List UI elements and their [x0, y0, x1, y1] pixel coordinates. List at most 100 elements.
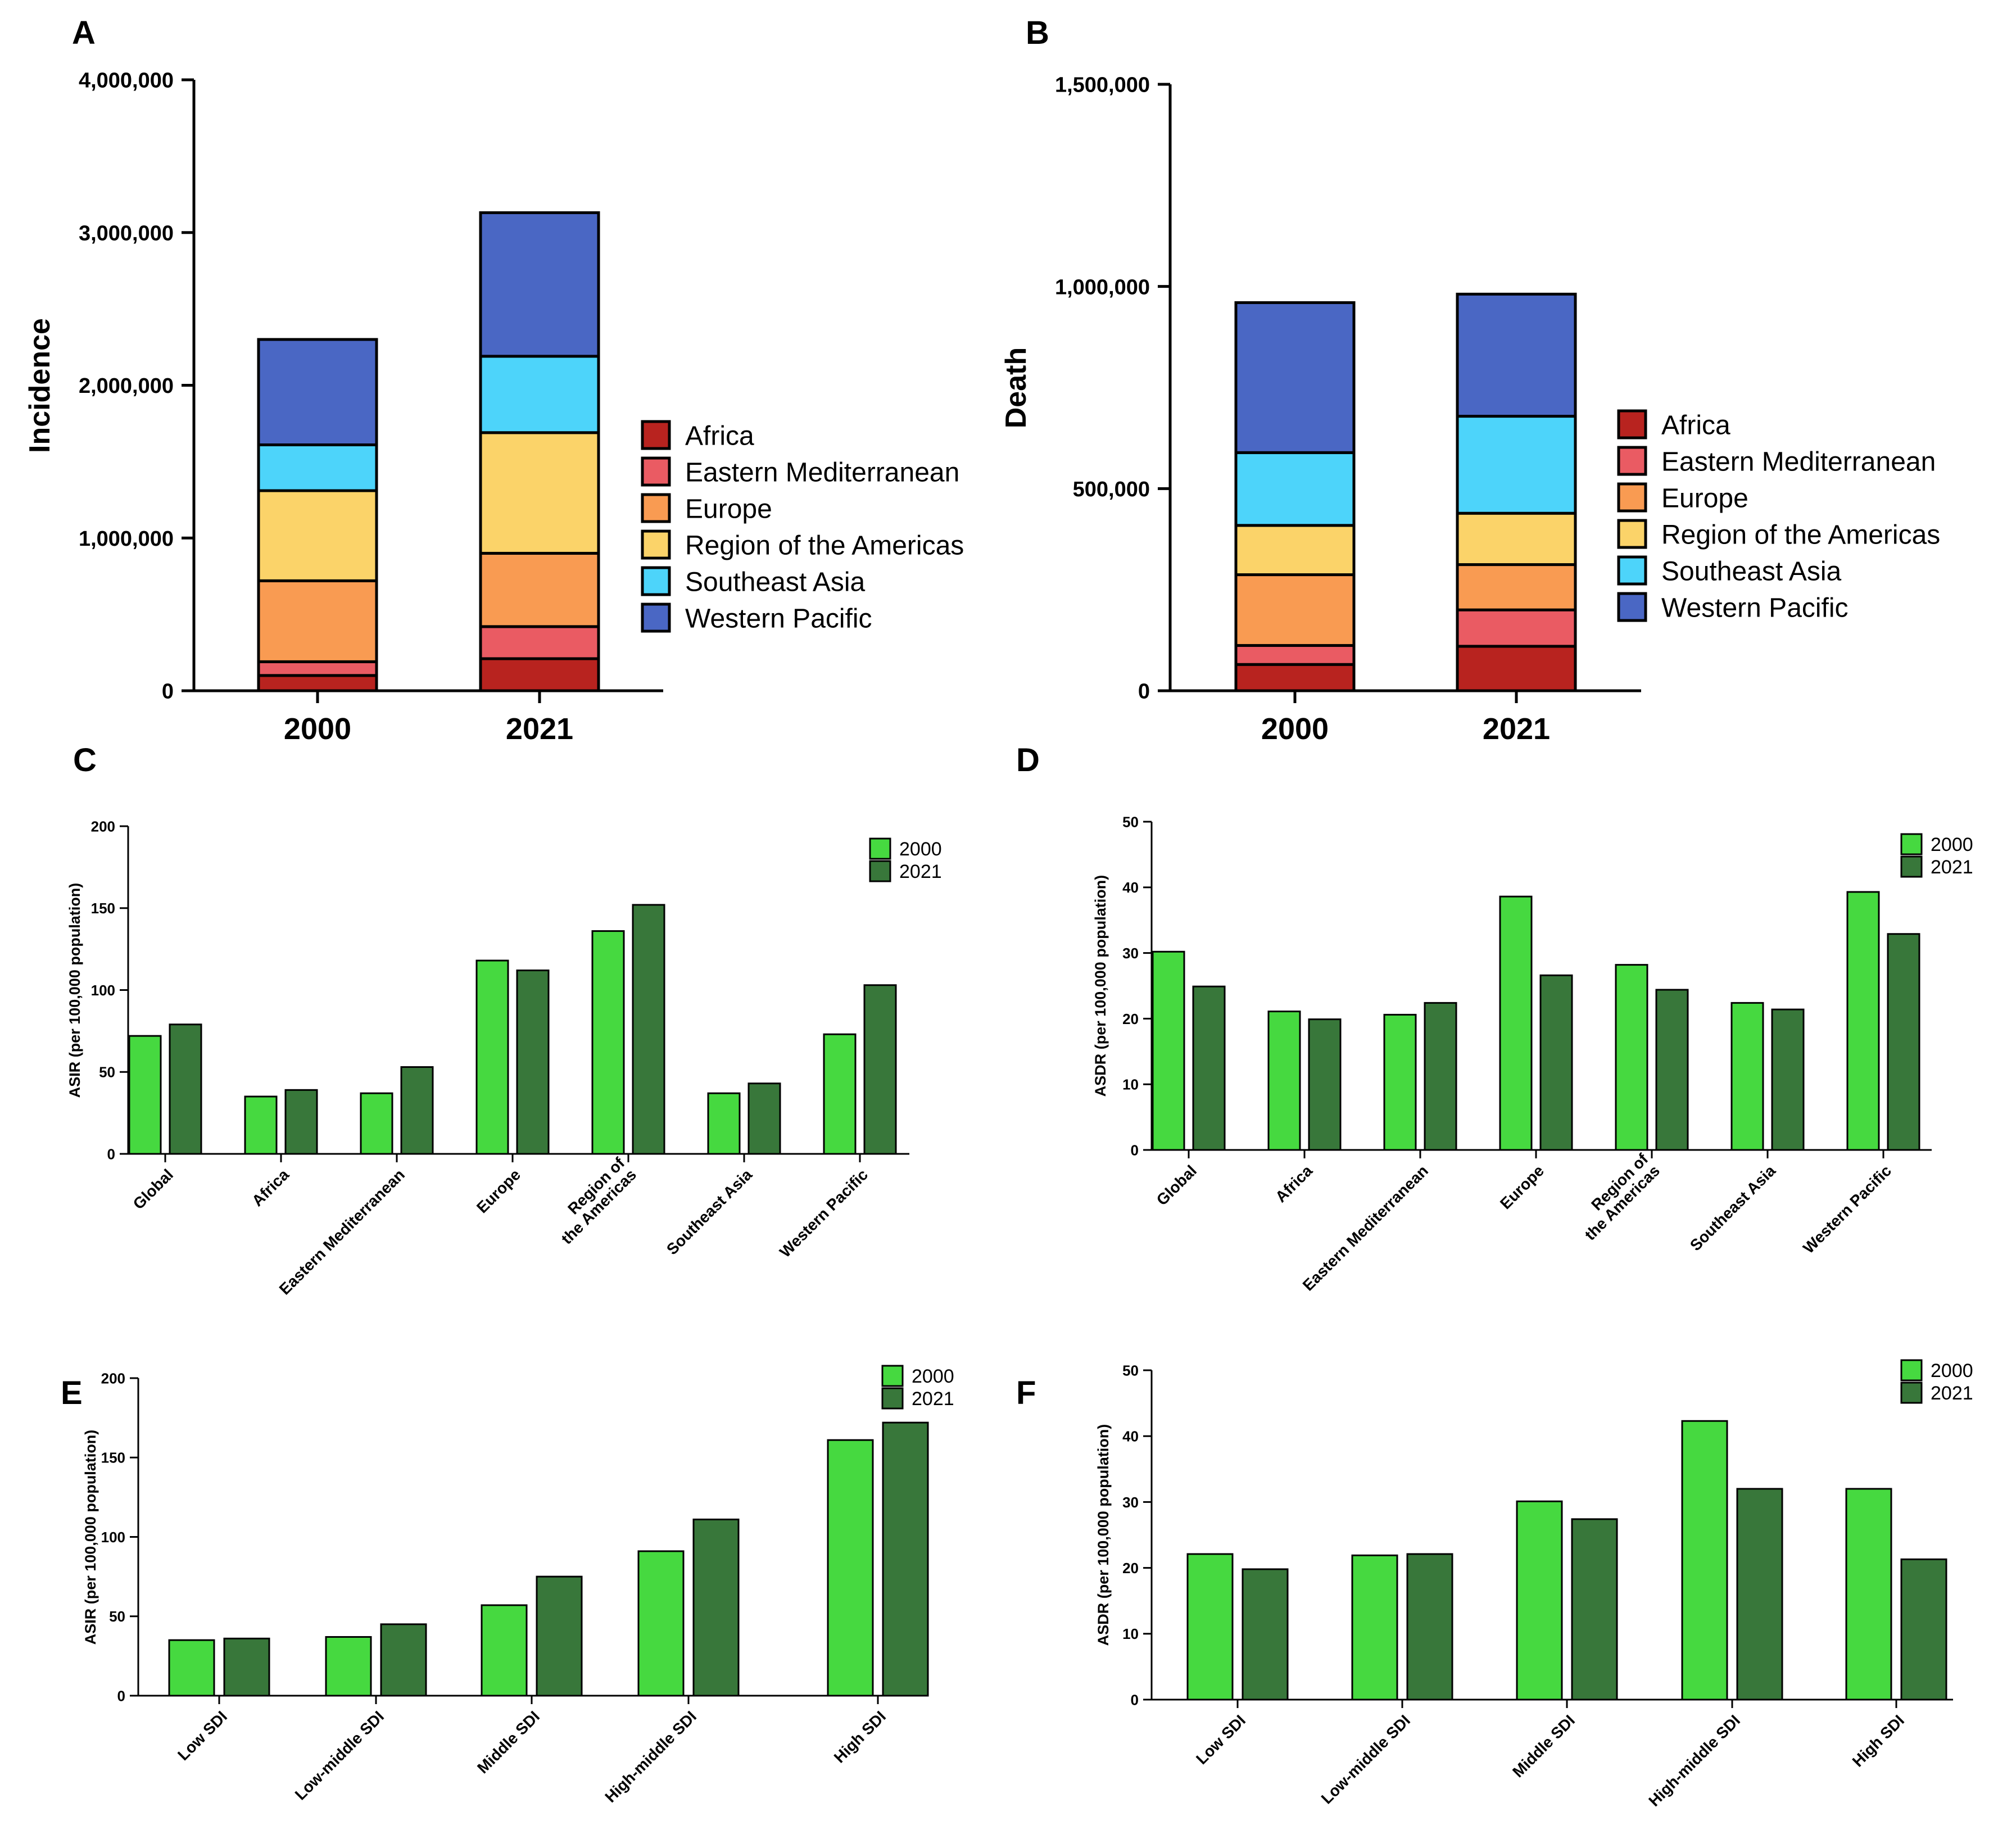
- x-tick-label-line: Europe: [1497, 1162, 1547, 1212]
- bar: [475, 959, 509, 1155]
- bar: [1383, 1013, 1417, 1151]
- x-tick-label: Region ofthe Americas: [1570, 1150, 1664, 1244]
- panel-letter-c: C: [73, 742, 97, 778]
- legend-label: Region of the Americas: [685, 531, 964, 560]
- x-tick-label: Eastern Mediterranean: [276, 1166, 408, 1298]
- bars: [257, 211, 600, 692]
- bar-segment: [1234, 451, 1356, 527]
- legend-label: Europe: [685, 494, 772, 524]
- bar: [244, 1095, 278, 1155]
- bar: [1186, 1553, 1234, 1701]
- bars: [1234, 292, 1577, 692]
- legend-swatch: [1900, 833, 1923, 855]
- bar-segment: [1456, 511, 1577, 567]
- legend-swatch: [1617, 409, 1647, 440]
- legend-label: 2021: [1931, 857, 1973, 878]
- bars: [1186, 1420, 1947, 1701]
- legend-swatch: [641, 566, 671, 596]
- bar-segment: [1456, 415, 1577, 515]
- bar: [1308, 1018, 1342, 1151]
- bar-segment: [479, 355, 600, 434]
- bar: [1406, 1553, 1453, 1701]
- y-tick-label: 0: [162, 680, 174, 704]
- legend-label: 2021: [1931, 1383, 1973, 1404]
- x-tick-label: High-middle SDI: [1645, 1711, 1743, 1810]
- panel-f: F ASDR (per 100,000 population) 0 10 20 30 40…: [1016, 1359, 1973, 1810]
- y-axis-title: ASDR (per 100,000 population): [1092, 875, 1109, 1097]
- legend-swatch: [1900, 1359, 1923, 1382]
- bar: [1681, 1420, 1728, 1701]
- bar: [481, 1604, 528, 1697]
- x-tick-label-line: Western Pacific: [1800, 1162, 1895, 1257]
- y-tick-label: 500,000: [1073, 478, 1150, 501]
- legend-label: 2000: [912, 1366, 954, 1387]
- x-tick-label-line: Global: [1153, 1162, 1200, 1209]
- bar: [747, 1082, 781, 1155]
- bar-segment: [1456, 645, 1577, 692]
- bar: [400, 1066, 434, 1155]
- panel-letter-e: E: [61, 1375, 83, 1411]
- x-tick-label-line: Eastern Mediterranean: [276, 1166, 408, 1298]
- bar-segment: [257, 338, 378, 446]
- x-tick-label-line: Low-middle SDI: [1318, 1711, 1413, 1807]
- y-tick-label: 0: [107, 1145, 115, 1162]
- y-tick-label: 40: [1122, 1428, 1139, 1445]
- bar-segment: [479, 211, 600, 358]
- legend-swatch: [869, 860, 891, 882]
- x-tick-label: Low SDI: [174, 1707, 230, 1764]
- bar: [1152, 950, 1185, 1151]
- legend-swatch: [1617, 519, 1647, 549]
- legend-label: Western Pacific: [1661, 593, 1849, 623]
- bar-segment: [257, 489, 378, 582]
- x-tick-label: Eastern Mediterranean: [1299, 1162, 1431, 1294]
- x-tick-label: Global: [1153, 1162, 1200, 1209]
- legend-swatch: [641, 420, 671, 450]
- legend-swatch: [1617, 592, 1647, 622]
- bar-segment: [479, 625, 600, 660]
- bar: [1730, 1002, 1764, 1151]
- legend-swatch: [641, 493, 671, 523]
- bar: [128, 1035, 162, 1155]
- bar: [1736, 1488, 1783, 1701]
- legend-label: 2021: [899, 861, 942, 882]
- x-tick-label-line: High-middle SDI: [601, 1707, 700, 1806]
- x-tick-label: Middle SDI: [474, 1707, 543, 1777]
- bar: [1845, 1488, 1892, 1701]
- y-tick-label: 1,500,000: [1055, 74, 1150, 97]
- x-tick-label: Western Pacific: [776, 1166, 871, 1261]
- panel-letter-f: F: [1016, 1375, 1036, 1411]
- bar-segment: [257, 660, 378, 677]
- y-tick-label: 4,000,000: [79, 69, 174, 93]
- y-tick-label: 10: [1122, 1625, 1139, 1642]
- x-tick-label: Europe: [473, 1166, 524, 1216]
- y-tick-label: 1,000,000: [1055, 275, 1150, 299]
- bar: [1192, 985, 1226, 1151]
- y-tick-label: 50: [109, 1608, 125, 1625]
- bar: [1900, 1558, 1947, 1701]
- x-tick-label-line: Southeast Asia: [663, 1166, 756, 1258]
- legend-label: Region of the Americas: [1661, 520, 1940, 550]
- bar-segment: [1234, 573, 1356, 647]
- bar-segment: [479, 551, 600, 628]
- bar: [707, 1092, 741, 1155]
- panel-letter-b: B: [1026, 15, 1049, 51]
- y-tick-label: 2,000,000: [79, 374, 174, 398]
- x-tick-label-line: Eastern Mediterranean: [1299, 1162, 1431, 1294]
- bar-segment: [1234, 301, 1356, 454]
- y-tick-label: 200: [91, 818, 115, 835]
- bar: [1571, 1518, 1618, 1701]
- bar: [1267, 1011, 1301, 1151]
- bar: [1351, 1554, 1398, 1701]
- y-axis-title: ASDR (per 100,000 population): [1095, 1424, 1112, 1646]
- legend-swatch: [641, 456, 671, 487]
- legend-label: Eastern Mediterranean: [685, 458, 959, 487]
- bar: [692, 1518, 740, 1697]
- y-tick-label: 20: [1122, 1560, 1139, 1577]
- legend-swatch: [1617, 482, 1647, 513]
- x-tick-label: 2021: [506, 712, 573, 746]
